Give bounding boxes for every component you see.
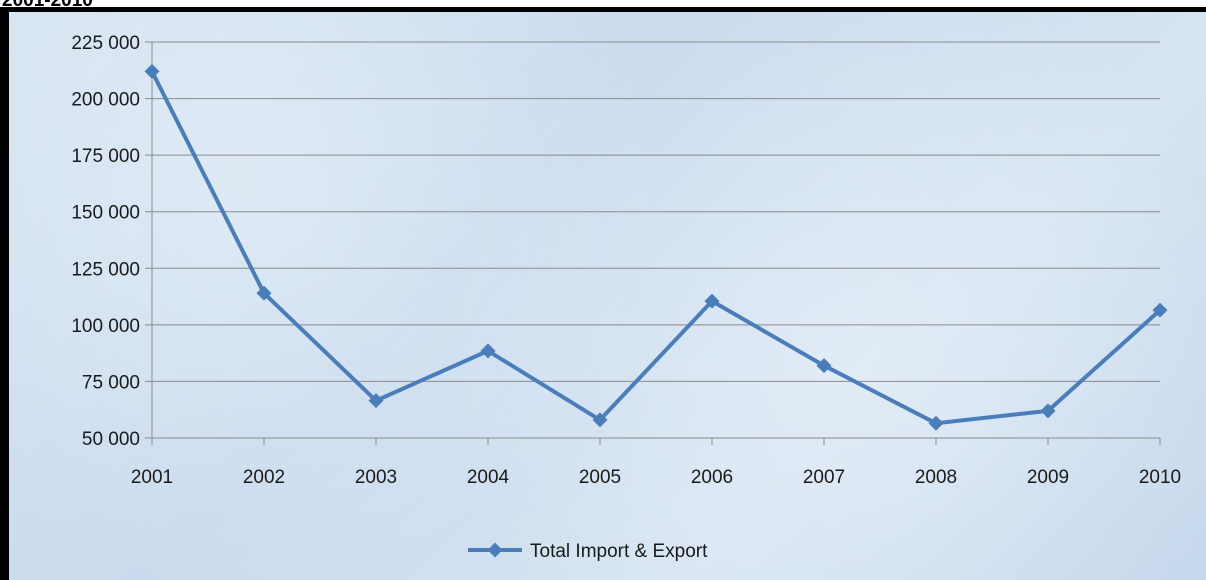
- data-point-marker: [368, 393, 384, 409]
- line-chart: 50 000 75 000 100 000 125 000 150 000 175 000…: [71, 33, 1181, 562]
- chart-area: 50 000 75 000 100 000 125 000 150 000 175 000…: [9, 12, 1206, 580]
- data-point-marker: [816, 358, 832, 374]
- data-point-marker: [480, 343, 496, 359]
- y-tick-label: 50 000: [82, 429, 140, 450]
- data-point-marker: [704, 293, 720, 309]
- data-point-marker: [256, 285, 272, 301]
- x-tick-label: 2003: [355, 467, 397, 488]
- y-tick-label: 100 000: [71, 316, 140, 337]
- data-point-marker: [144, 63, 160, 79]
- legend-label: Total Import & Export: [530, 541, 708, 562]
- x-tick-label: 2009: [1027, 467, 1069, 488]
- x-tick-label: 2005: [579, 467, 621, 488]
- y-tick-label: 200 000: [71, 90, 140, 111]
- series-line: [150, 70, 1162, 426]
- x-tick-label: 2008: [915, 467, 957, 488]
- x-tick-label: 2007: [803, 467, 845, 488]
- chart-caption: 2001-2010: [2, 0, 93, 11]
- x-tick-label: 2002: [243, 467, 285, 488]
- data-point-marker: [1152, 302, 1168, 318]
- data-point-marker: [1040, 403, 1056, 419]
- x-tick-label: 2001: [131, 467, 173, 488]
- y-tick-label: 75 000: [82, 372, 140, 393]
- x-tick-label: 2010: [1139, 467, 1181, 488]
- x-tick-label: 2006: [691, 467, 733, 488]
- y-tick-label: 125 000: [71, 259, 140, 280]
- y-tick-label: 150 000: [71, 203, 140, 224]
- legend-swatch-marker: [487, 542, 503, 558]
- data-point-marker: [592, 412, 608, 428]
- y-tick-label: 175 000: [71, 146, 140, 167]
- chart-frame: 50 000 75 000 100 000 125 000 150 000 175 000…: [0, 7, 1206, 580]
- x-tick-label: 2004: [467, 467, 510, 488]
- data-point-marker: [928, 415, 944, 431]
- y-tick-label: 225 000: [71, 33, 140, 54]
